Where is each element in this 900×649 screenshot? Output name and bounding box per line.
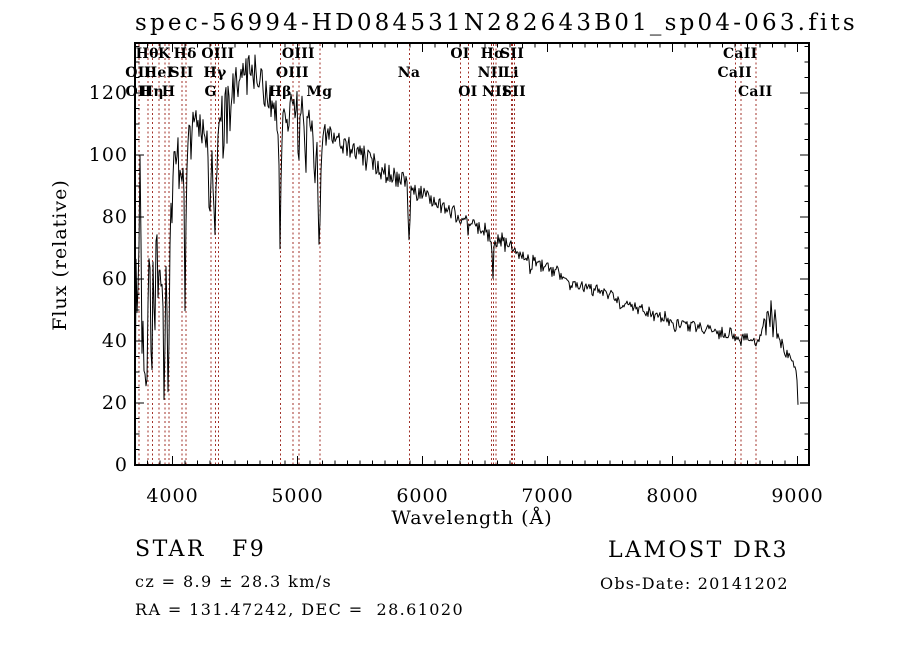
- x-tick-label: 7000: [521, 485, 574, 507]
- line-label-oii-3727: OII: [125, 65, 152, 81]
- x-tick-label: 9000: [771, 485, 824, 507]
- survey-release: LAMOST DR3: [608, 538, 789, 563]
- line-label-hα-6563: Hα: [480, 46, 506, 62]
- line-label-caii-8662: CaII: [737, 84, 773, 100]
- line-label-sii-6731: SII: [501, 84, 526, 100]
- line-label-hei-3889: HeI: [143, 65, 174, 81]
- line-label-oiii-5007: OIII: [281, 46, 315, 62]
- y-tick-label: 0: [114, 454, 128, 476]
- line-label-nii-6548: NII: [477, 65, 505, 81]
- object-type: STAR: [135, 537, 206, 562]
- line-label-caii-8542: CaII: [722, 46, 758, 62]
- object-subclass: F9: [232, 537, 267, 562]
- line-label-g-4305: G: [204, 84, 217, 100]
- footer-left: STAR F9 cz = 8.9 ± 28.3 km/s RA = 131.472…: [135, 537, 464, 619]
- y-tick-label: 60: [101, 268, 128, 290]
- x-tick-label: 4000: [146, 485, 199, 507]
- line-label-hβ-4861: Hβ: [268, 84, 292, 100]
- line-label-sii-4072: SII: [169, 65, 194, 81]
- line-label-caii-8498: CaII: [717, 65, 752, 81]
- plot-frame: [134, 42, 810, 466]
- footer-right: LAMOST DR3 Obs-Date: 20141202: [600, 538, 789, 593]
- obs-date: Obs-Date: 20141202: [600, 574, 789, 593]
- line-label-na-5892: Na: [397, 65, 421, 81]
- line-label-oi-6363: OI: [458, 84, 478, 100]
- y-tick-label: 100: [88, 144, 128, 166]
- x-tick-label: 5000: [271, 485, 324, 507]
- ra-dec: RA = 131.47242, DEC = 28.61020: [135, 600, 465, 619]
- line-label-oiii-4959: OIII: [275, 65, 309, 81]
- line-label-nii-6583: NII: [481, 84, 509, 100]
- line-label-k-3934: K: [158, 46, 171, 62]
- line-label-sii-6716: SII: [499, 46, 525, 62]
- x-tick-label: 8000: [646, 485, 699, 507]
- cz-velocity: cz = 8.9 ± 28.3 km/s: [135, 572, 333, 591]
- spectrum-trace: [135, 54, 799, 465]
- y-tick-label: 80: [101, 206, 128, 228]
- x-tick-label: 6000: [396, 485, 449, 507]
- line-label-hη-3835: Hη: [139, 84, 164, 100]
- line-label-hθ-3798: Hθ: [135, 46, 159, 62]
- y-tick-label: 120: [88, 82, 128, 104]
- plot-title: spec-56994-HD084531N282643B01_sp04-063.f…: [135, 10, 858, 36]
- line-label-li-6708: Li: [503, 65, 519, 81]
- line-label-oii-3729: OII: [125, 84, 152, 100]
- line-label-h-3968: H: [161, 84, 176, 100]
- x-axis-title: Wavelength (Å): [391, 507, 553, 529]
- line-label-oiii-4363: OIII: [201, 46, 235, 62]
- y-axis-title: Flux (relative): [49, 179, 71, 331]
- line-label-oi-6300: OI: [450, 46, 470, 62]
- line-label-hδ-4102: Hδ: [173, 46, 197, 62]
- line-label-hγ-4340: Hγ: [203, 65, 227, 81]
- y-tick-label: 40: [101, 330, 128, 352]
- object-class-line: STAR F9: [135, 537, 464, 562]
- line-label-mg-5175: Mg: [306, 84, 333, 100]
- y-tick-label: 20: [101, 392, 128, 414]
